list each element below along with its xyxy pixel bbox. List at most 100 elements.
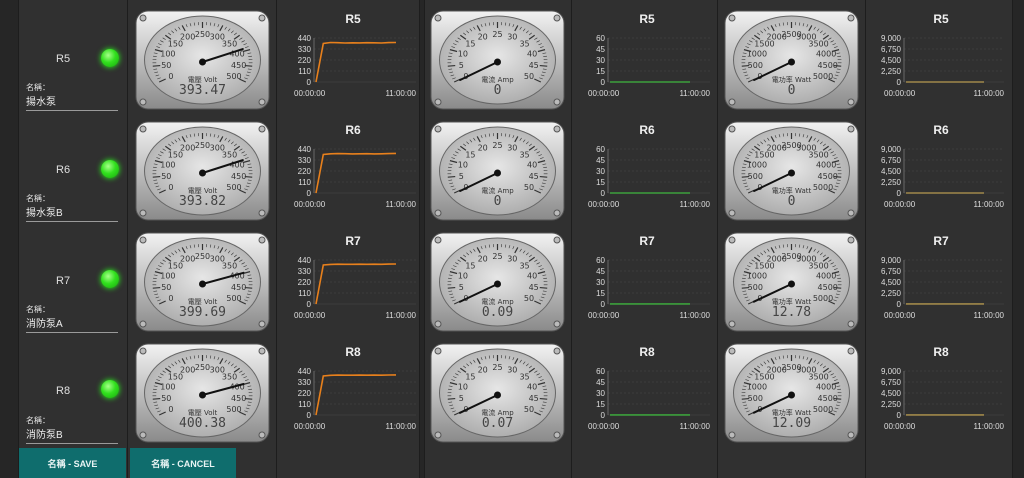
minor-tick xyxy=(453,43,457,46)
tick-label: 500 xyxy=(748,394,763,403)
minor-tick xyxy=(227,28,231,32)
minor-tick xyxy=(154,293,159,296)
tick-label: 250 xyxy=(195,363,210,372)
major-tick xyxy=(743,49,752,53)
chart-title: R5 xyxy=(639,12,655,26)
tick-label: 3500 xyxy=(808,372,828,381)
minor-tick xyxy=(504,244,507,248)
name-field[interactable]: 揚水泵B xyxy=(26,204,118,222)
minor-tick xyxy=(157,188,161,191)
power-chart: R5 9,000 6,750 4,500 2,250 0 00:00:00 11:00:00 xyxy=(874,6,1008,106)
name-field[interactable]: 揚水泵 xyxy=(26,93,118,111)
minor-tick xyxy=(463,254,467,258)
chart-title: R5 xyxy=(345,12,361,26)
major-tick xyxy=(242,49,251,53)
major-tick xyxy=(154,271,163,275)
screw-icon xyxy=(139,14,147,22)
minor-tick xyxy=(763,361,767,365)
major-tick xyxy=(537,271,546,275)
minor-tick xyxy=(154,71,159,74)
minor-tick xyxy=(224,359,227,363)
y-tick-label: 60 xyxy=(596,367,605,376)
major-tick xyxy=(534,300,542,305)
major-tick xyxy=(447,64,456,67)
tick-label: 3500 xyxy=(808,261,828,270)
minor-tick xyxy=(488,244,491,248)
x-tick-label: 00:00:00 xyxy=(884,89,916,98)
minor-tick xyxy=(156,157,160,159)
minor-tick xyxy=(832,265,836,268)
gauge-needle xyxy=(201,382,245,396)
minor-tick xyxy=(243,376,247,379)
minor-tick xyxy=(244,77,248,80)
minor-tick xyxy=(243,43,247,46)
gauge-needle xyxy=(753,61,793,81)
y-tick-label: 15 xyxy=(596,400,605,409)
screw-icon xyxy=(553,347,561,355)
minor-tick xyxy=(833,299,837,302)
power-chart: R7 9,000 6,750 4,500 2,250 0 00:00:00 11:00:00 xyxy=(874,228,1008,328)
minor-tick xyxy=(541,182,546,185)
minor-tick xyxy=(224,137,227,141)
minor-tick xyxy=(813,359,816,363)
minor-tick xyxy=(806,357,809,361)
y-tick-label: 30 xyxy=(596,167,605,176)
gauge-needle xyxy=(753,172,793,192)
x-tick-label: 00:00:00 xyxy=(294,422,326,431)
x-tick-label: 00:00:00 xyxy=(294,200,326,209)
minor-tick xyxy=(508,245,511,249)
y-tick-label: 0 xyxy=(897,189,902,198)
major-tick xyxy=(449,160,458,164)
minor-tick xyxy=(246,71,251,74)
minor-tick xyxy=(742,52,747,54)
chart-title: R5 xyxy=(933,12,949,26)
minor-tick xyxy=(189,356,192,360)
major-tick xyxy=(770,358,775,365)
unit-label: 電流 Amp xyxy=(481,408,514,417)
minor-tick xyxy=(469,361,473,365)
major-tick xyxy=(449,382,458,386)
minor-tick xyxy=(742,179,747,181)
minor-tick xyxy=(227,139,231,143)
minor-tick xyxy=(751,37,755,40)
tick-label: 5 xyxy=(459,172,464,181)
save-button[interactable]: 名稱 - SAVE xyxy=(19,448,126,478)
minor-tick xyxy=(233,254,237,258)
minor-tick xyxy=(239,370,243,373)
x-tick-label: 11:00:00 xyxy=(973,422,1004,431)
minor-tick xyxy=(816,361,820,365)
minor-tick xyxy=(519,137,522,141)
major-tick xyxy=(831,160,840,164)
minor-tick xyxy=(157,299,161,302)
tick-label: 4500 xyxy=(818,61,838,70)
x-tick-label: 11:00:00 xyxy=(679,200,710,209)
major-tick xyxy=(833,286,842,289)
screw-icon xyxy=(258,98,266,106)
minor-tick xyxy=(231,252,234,256)
tick-label: 50 xyxy=(524,183,534,192)
tick-label: 150 xyxy=(168,39,183,48)
minor-tick xyxy=(539,299,543,302)
minor-tick xyxy=(747,376,751,379)
minor-tick xyxy=(508,134,511,138)
minor-tick xyxy=(534,148,538,151)
watt-gauge: 0500100015002000250030003500400045005000… xyxy=(724,232,859,332)
minor-tick xyxy=(168,365,172,369)
y-tick-label: 220 xyxy=(298,389,312,398)
major-tick xyxy=(534,78,542,83)
cancel-button[interactable]: 名稱 - CANCEL xyxy=(130,448,236,478)
minor-tick xyxy=(830,151,834,154)
major-tick xyxy=(459,256,467,262)
minor-tick xyxy=(539,188,543,191)
minor-tick xyxy=(833,188,837,191)
gauge-needle xyxy=(458,283,499,303)
name-field[interactable]: 消防泵A xyxy=(26,315,118,333)
tick-label: 450 xyxy=(231,61,246,70)
minor-tick xyxy=(162,37,166,40)
major-tick xyxy=(822,367,830,373)
minor-tick xyxy=(247,274,252,276)
tick-label: 25 xyxy=(492,363,502,372)
name-field[interactable]: 消防泵B xyxy=(26,426,118,444)
needle-hub xyxy=(788,58,795,66)
tick-label: 40 xyxy=(527,160,537,169)
